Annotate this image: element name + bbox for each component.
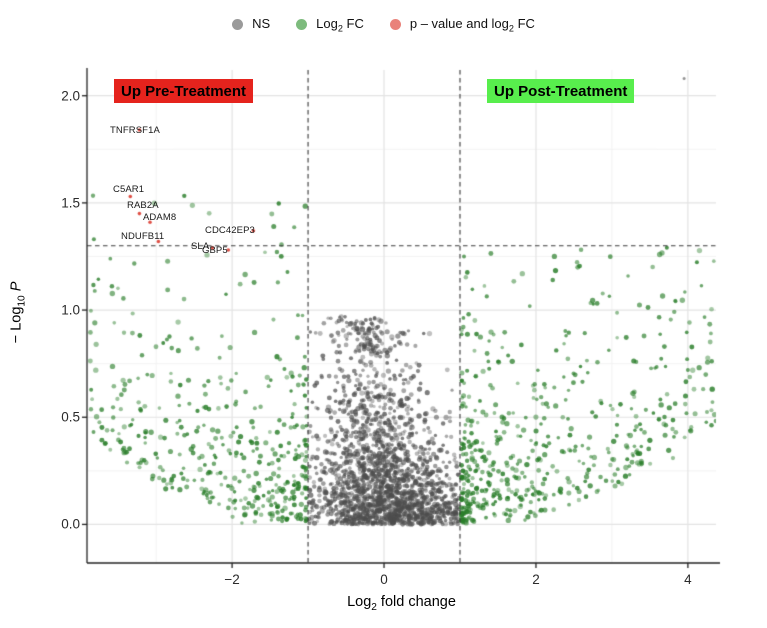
gene-label-ndufb11: NDUFB11 <box>121 231 165 242</box>
gene-label-cdc42ep3: CDC42EP3 <box>205 225 255 236</box>
y-tick-label: 2.0 <box>61 88 80 104</box>
pvalue-log2fc-legend-dot-icon <box>389 19 401 31</box>
x-tick-label: 4 <box>684 572 692 587</box>
legend-label-log2fc: Log2 FC <box>316 16 364 34</box>
legend-item-log2fc: Log2 FC <box>296 16 364 34</box>
y-tick-label: 0.0 <box>61 516 80 532</box>
legend: NS Log2 FC p – value and log2 FC <box>0 16 767 34</box>
y-tick-label: 0.5 <box>61 409 80 425</box>
x-tick-label: −2 <box>224 572 240 587</box>
gene-label-tnfrsf1a: TNFRSF1A <box>110 125 160 136</box>
gene-label-c5ar1: C5AR1 <box>113 184 145 195</box>
up-post-treatment-label: Up Post-Treatment <box>487 79 635 103</box>
gene-label-rab2a: RAB2A <box>127 200 159 211</box>
x-axis-title: Log2 fold change <box>347 594 456 613</box>
legend-label-pvalue-log2fc: p – value and log2 FC <box>409 16 535 34</box>
legend-item-ns: NS <box>232 16 270 34</box>
x-tick-label: 0 <box>380 572 388 587</box>
y-tick-label: 1.5 <box>61 195 80 211</box>
x-tick-label: 2 <box>532 572 540 587</box>
log2fc-legend-dot-icon <box>296 19 308 31</box>
legend-item-pvalue-log2fc: p – value and log2 FC <box>389 16 535 34</box>
up-pre-treatment-label: Up Pre-Treatment <box>114 79 254 103</box>
y-tick-label: 1.0 <box>61 302 80 318</box>
gene-label-sla: SLA <box>191 241 210 252</box>
legend-label-ns: NS <box>252 16 271 31</box>
ns-legend-dot-icon <box>232 19 244 31</box>
gene-label-adam8: ADAM8 <box>143 212 177 223</box>
gene-label-gbp5: GBP5 <box>202 245 228 256</box>
y-axis-title: − Log10 P <box>8 281 28 344</box>
